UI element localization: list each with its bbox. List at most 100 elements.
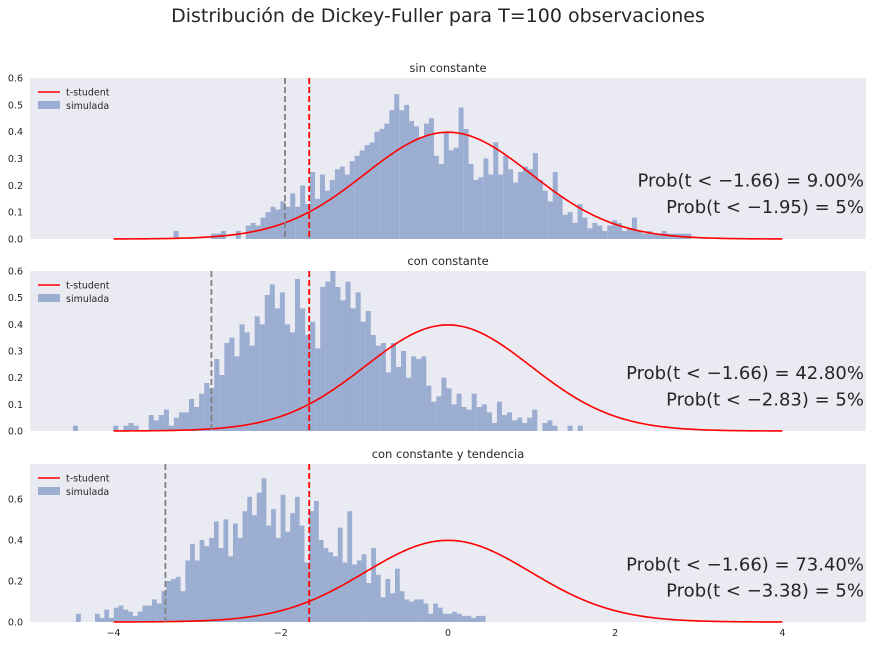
histogram-bar <box>148 415 154 431</box>
histogram-bar <box>313 500 319 622</box>
histogram-bar <box>355 292 361 431</box>
legend-label: simulada <box>66 487 109 498</box>
panel-con-constante: con constante 0.0 0.1 0.2 0.3 0.4 0.5 0.6 t-stud… <box>8 254 866 438</box>
histogram-bar <box>185 560 191 622</box>
histogram-bar <box>285 206 291 239</box>
histogram-bar <box>366 583 372 622</box>
histogram-bar <box>247 496 253 622</box>
histogram-bar <box>194 560 200 622</box>
histogram-bar <box>547 420 553 431</box>
histogram-bar <box>456 393 462 431</box>
histogram-bar <box>285 531 291 622</box>
histogram-bar <box>199 393 205 431</box>
x-tick-label: 4 <box>779 628 785 639</box>
histogram-bar <box>218 548 224 622</box>
histogram-bar <box>666 233 672 239</box>
histogram-bar <box>254 316 260 431</box>
histogram-bar <box>237 537 243 622</box>
x-tick-label: −2 <box>274 628 288 639</box>
histogram-bar <box>627 228 633 239</box>
prob-annotation: Prob(t < −1.95) = 5% <box>666 197 864 218</box>
histogram-bar <box>557 196 563 239</box>
histogram-bar <box>168 425 174 431</box>
histogram-bar <box>305 204 311 239</box>
histogram-bar <box>461 615 467 622</box>
histogram-bar <box>476 407 482 431</box>
histogram-bar <box>602 230 608 239</box>
histogram-bar <box>359 150 365 239</box>
histogram-bar <box>265 212 271 239</box>
y-tick-label: 0.2 <box>8 373 23 384</box>
histogram-bar <box>294 496 300 622</box>
prob-annotation: Prob(t < −1.66) = 73.40% <box>626 555 864 576</box>
histogram-bar <box>261 478 267 622</box>
histogram-bar <box>224 343 230 431</box>
histogram-bar <box>513 182 519 239</box>
histogram-bar <box>380 343 386 431</box>
y-tick-label: 0.2 <box>8 576 23 587</box>
histogram-bar <box>295 279 301 431</box>
histogram-bar <box>239 324 245 431</box>
histogram-bar <box>597 225 603 239</box>
histogram-bar <box>488 174 494 239</box>
histogram-bar <box>300 185 306 239</box>
histogram-bar <box>350 308 356 431</box>
histogram-bar <box>349 161 355 239</box>
histogram-bar <box>310 321 316 431</box>
histogram-bar <box>295 206 301 239</box>
panel-title: con constante <box>407 254 488 268</box>
histogram-bar <box>409 120 415 239</box>
histogram-bar <box>441 377 447 431</box>
histogram-bar <box>379 128 385 239</box>
y-tick-label: 0.2 <box>8 181 23 192</box>
histogram-bar <box>390 593 395 622</box>
histogram-bar <box>617 222 623 239</box>
histogram-bar <box>463 128 469 239</box>
t-student-curve <box>113 324 783 432</box>
histogram-bar <box>244 332 250 431</box>
histogram-bar <box>438 163 444 239</box>
histogram-bar <box>220 230 226 239</box>
histogram-bar <box>204 383 210 431</box>
y-tick-label: 0.0 <box>8 618 23 629</box>
histogram-bar <box>547 201 553 239</box>
histogram-bar <box>404 599 410 622</box>
histogram-bar <box>491 423 497 431</box>
histogram-bar <box>133 425 139 431</box>
histogram-bar <box>471 393 477 431</box>
histogram-bar <box>274 308 280 431</box>
histogram-bar <box>123 425 129 431</box>
histogram-bar <box>493 142 499 239</box>
histogram-bar <box>523 166 529 239</box>
histogram-bar <box>365 311 371 431</box>
histogram-bar <box>622 230 628 239</box>
histogram-bar <box>370 335 376 431</box>
histogram-bar <box>234 356 240 431</box>
histogram-bar <box>447 613 453 622</box>
histogram-bar <box>496 401 502 431</box>
histogram-bar <box>577 204 583 239</box>
histogram-bar <box>572 222 578 239</box>
histogram-bar <box>147 605 152 622</box>
histogram-bar <box>646 230 652 239</box>
histogram-bar <box>360 321 366 431</box>
histogram-bar <box>468 163 474 239</box>
y-tick-label: 0.3 <box>8 347 23 358</box>
histogram-bar <box>567 425 573 431</box>
histogram-bar <box>418 599 424 622</box>
histogram-bar <box>166 580 172 622</box>
histogram-bar <box>199 539 205 622</box>
histogram-bar <box>256 492 262 622</box>
y-tick-label: 0.6 <box>8 74 23 85</box>
histogram-bar <box>173 230 179 239</box>
histogram-bar <box>636 230 642 239</box>
histogram-bar <box>318 539 324 622</box>
histogram-bar <box>325 281 331 431</box>
legend-bar-swatch <box>38 294 60 302</box>
legend-bar-swatch <box>38 487 60 495</box>
histogram-bar <box>452 611 457 622</box>
histogram-bar <box>183 412 190 431</box>
histogram-bar <box>223 519 229 622</box>
y-tick-label: 0.6 <box>8 267 23 278</box>
histogram-bar <box>385 578 391 622</box>
